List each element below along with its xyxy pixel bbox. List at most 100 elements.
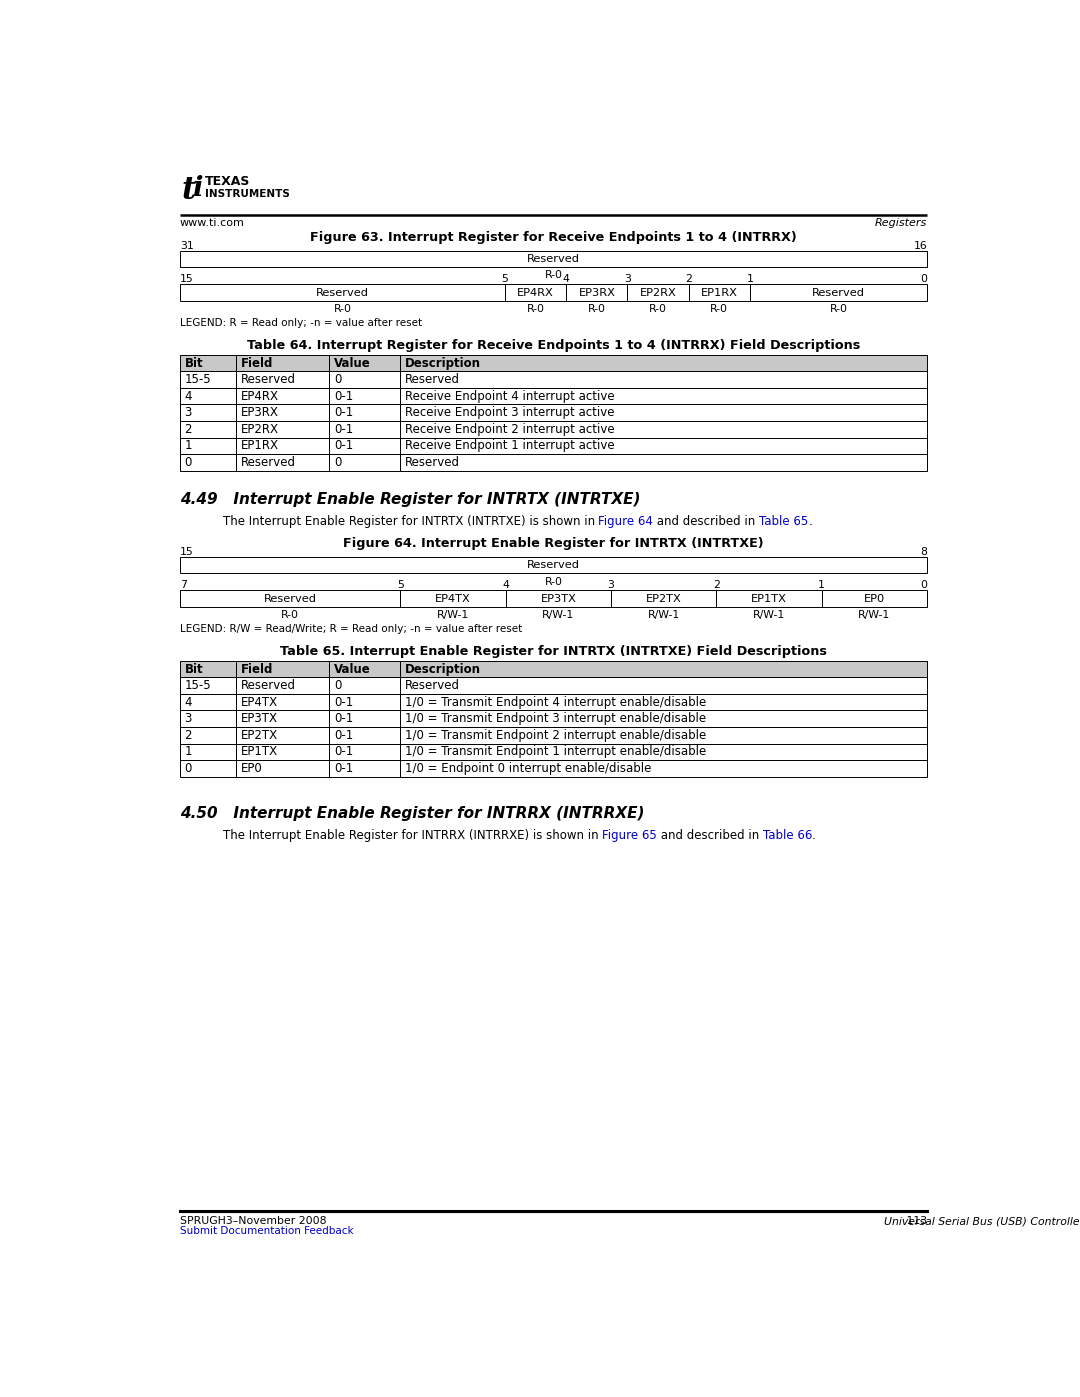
Text: Bit: Bit <box>185 662 203 676</box>
Bar <box>329 437 401 454</box>
Text: 0: 0 <box>920 580 927 591</box>
Bar <box>180 388 237 404</box>
Text: EP4TX: EP4TX <box>241 696 278 708</box>
Text: 0-1: 0-1 <box>334 712 353 725</box>
Text: R/W-1: R/W-1 <box>437 610 469 620</box>
Text: 0: 0 <box>334 455 341 469</box>
Text: Reserved: Reserved <box>405 679 460 692</box>
Text: Reserved: Reserved <box>316 288 369 298</box>
Text: t: t <box>181 176 195 207</box>
Text: 0-1: 0-1 <box>334 761 353 775</box>
Text: Figure 65: Figure 65 <box>602 828 657 842</box>
Text: 0: 0 <box>185 455 192 469</box>
Text: Reserved: Reserved <box>527 560 580 570</box>
Text: EP1RX: EP1RX <box>701 288 738 298</box>
Bar <box>329 355 401 372</box>
Bar <box>401 678 927 694</box>
Bar <box>237 726 329 743</box>
Text: and described in: and described in <box>657 828 762 842</box>
Text: EP0: EP0 <box>864 594 885 604</box>
Text: INSTRUMENTS: INSTRUMENTS <box>205 189 289 200</box>
Text: EP3TX: EP3TX <box>540 594 577 604</box>
Text: 0: 0 <box>334 373 341 386</box>
Text: The Interrupt Enable Register for INTRTX (INTRTXE) is shown in: The Interrupt Enable Register for INTRTX… <box>222 515 598 528</box>
Text: 4.49   Interrupt Enable Register for INTRTX (INTRTXE): 4.49 Interrupt Enable Register for INTRT… <box>180 492 640 507</box>
Text: Receive Endpoint 2 interrupt active: Receive Endpoint 2 interrupt active <box>405 423 615 436</box>
Bar <box>401 404 927 420</box>
Text: 3: 3 <box>608 580 615 591</box>
Text: 0-1: 0-1 <box>334 423 353 436</box>
Text: 1/0 = Transmit Endpoint 2 interrupt enable/disable: 1/0 = Transmit Endpoint 2 interrupt enab… <box>405 729 706 742</box>
Bar <box>329 743 401 760</box>
Text: The Interrupt Enable Register for INTRRX (INTRRXE) is shown in: The Interrupt Enable Register for INTRRX… <box>222 828 602 842</box>
Bar <box>401 372 927 388</box>
Text: 2: 2 <box>713 580 719 591</box>
Bar <box>180 694 237 711</box>
Bar <box>329 454 401 471</box>
Text: Value: Value <box>334 356 370 370</box>
Bar <box>329 726 401 743</box>
Text: R-0: R-0 <box>334 305 351 314</box>
Bar <box>237 661 329 678</box>
Bar <box>237 678 329 694</box>
Text: EP4RX: EP4RX <box>241 390 279 402</box>
Bar <box>505 285 566 300</box>
Text: 0: 0 <box>185 761 192 775</box>
Text: R-0: R-0 <box>527 305 544 314</box>
Text: Bit: Bit <box>185 356 203 370</box>
Text: Table 65. Interrupt Enable Register for INTRTX (INTRTXE) Field Descriptions: Table 65. Interrupt Enable Register for … <box>280 645 827 658</box>
Text: 0-1: 0-1 <box>334 390 353 402</box>
Bar <box>401 454 927 471</box>
Text: 1/0 = Transmit Endpoint 1 interrupt enable/disable: 1/0 = Transmit Endpoint 1 interrupt enab… <box>405 746 706 759</box>
Text: R/W-1: R/W-1 <box>753 610 785 620</box>
Text: 4: 4 <box>185 390 192 402</box>
Text: EP3TX: EP3TX <box>241 712 278 725</box>
Bar <box>237 711 329 726</box>
Bar <box>401 388 927 404</box>
Text: Value: Value <box>334 662 370 676</box>
Bar <box>180 711 237 726</box>
Text: Table 65: Table 65 <box>759 515 809 528</box>
Text: R-0: R-0 <box>544 577 563 587</box>
Text: EP1RX: EP1RX <box>241 439 279 453</box>
Bar <box>237 694 329 711</box>
Bar <box>329 388 401 404</box>
Text: 16: 16 <box>914 240 927 251</box>
Text: R-0: R-0 <box>649 305 667 314</box>
Text: EP0: EP0 <box>241 761 262 775</box>
Text: SPRUGH3–November 2008: SPRUGH3–November 2008 <box>180 1217 326 1227</box>
Text: 15-5: 15-5 <box>185 679 212 692</box>
Bar <box>180 661 237 678</box>
Text: 1: 1 <box>819 580 825 591</box>
Text: and described in: and described in <box>653 515 759 528</box>
Text: Registers: Registers <box>875 218 927 229</box>
Text: Reserved: Reserved <box>527 254 580 264</box>
Text: 2: 2 <box>686 274 692 285</box>
Text: 4: 4 <box>185 696 192 708</box>
Bar <box>401 437 927 454</box>
Bar <box>180 726 237 743</box>
Bar <box>329 420 401 437</box>
Bar <box>180 285 505 300</box>
Text: 1: 1 <box>185 439 192 453</box>
Text: Figure 63. Interrupt Register for Receive Endpoints 1 to 4 (INTRRX): Figure 63. Interrupt Register for Receiv… <box>310 231 797 244</box>
Text: 0: 0 <box>920 274 927 285</box>
Text: 3: 3 <box>185 712 192 725</box>
Text: 0: 0 <box>334 679 341 692</box>
Text: 2: 2 <box>185 423 192 436</box>
Bar <box>237 404 329 420</box>
Text: i: i <box>191 175 202 201</box>
Text: Table 66: Table 66 <box>762 828 812 842</box>
Text: EP3RX: EP3RX <box>579 288 616 298</box>
Bar <box>401 591 505 606</box>
Text: LEGEND: R = Read only; -n = value after reset: LEGEND: R = Read only; -n = value after … <box>180 317 422 328</box>
Bar <box>329 661 401 678</box>
Text: 15: 15 <box>180 274 193 285</box>
Text: Field: Field <box>241 662 273 676</box>
Text: 4: 4 <box>502 580 509 591</box>
Text: EP1TX: EP1TX <box>751 594 787 604</box>
Text: R/W-1: R/W-1 <box>859 610 891 620</box>
Text: www.ti.com: www.ti.com <box>180 218 245 229</box>
Text: 0-1: 0-1 <box>334 407 353 419</box>
Text: Submit Documentation Feedback: Submit Documentation Feedback <box>180 1227 353 1236</box>
